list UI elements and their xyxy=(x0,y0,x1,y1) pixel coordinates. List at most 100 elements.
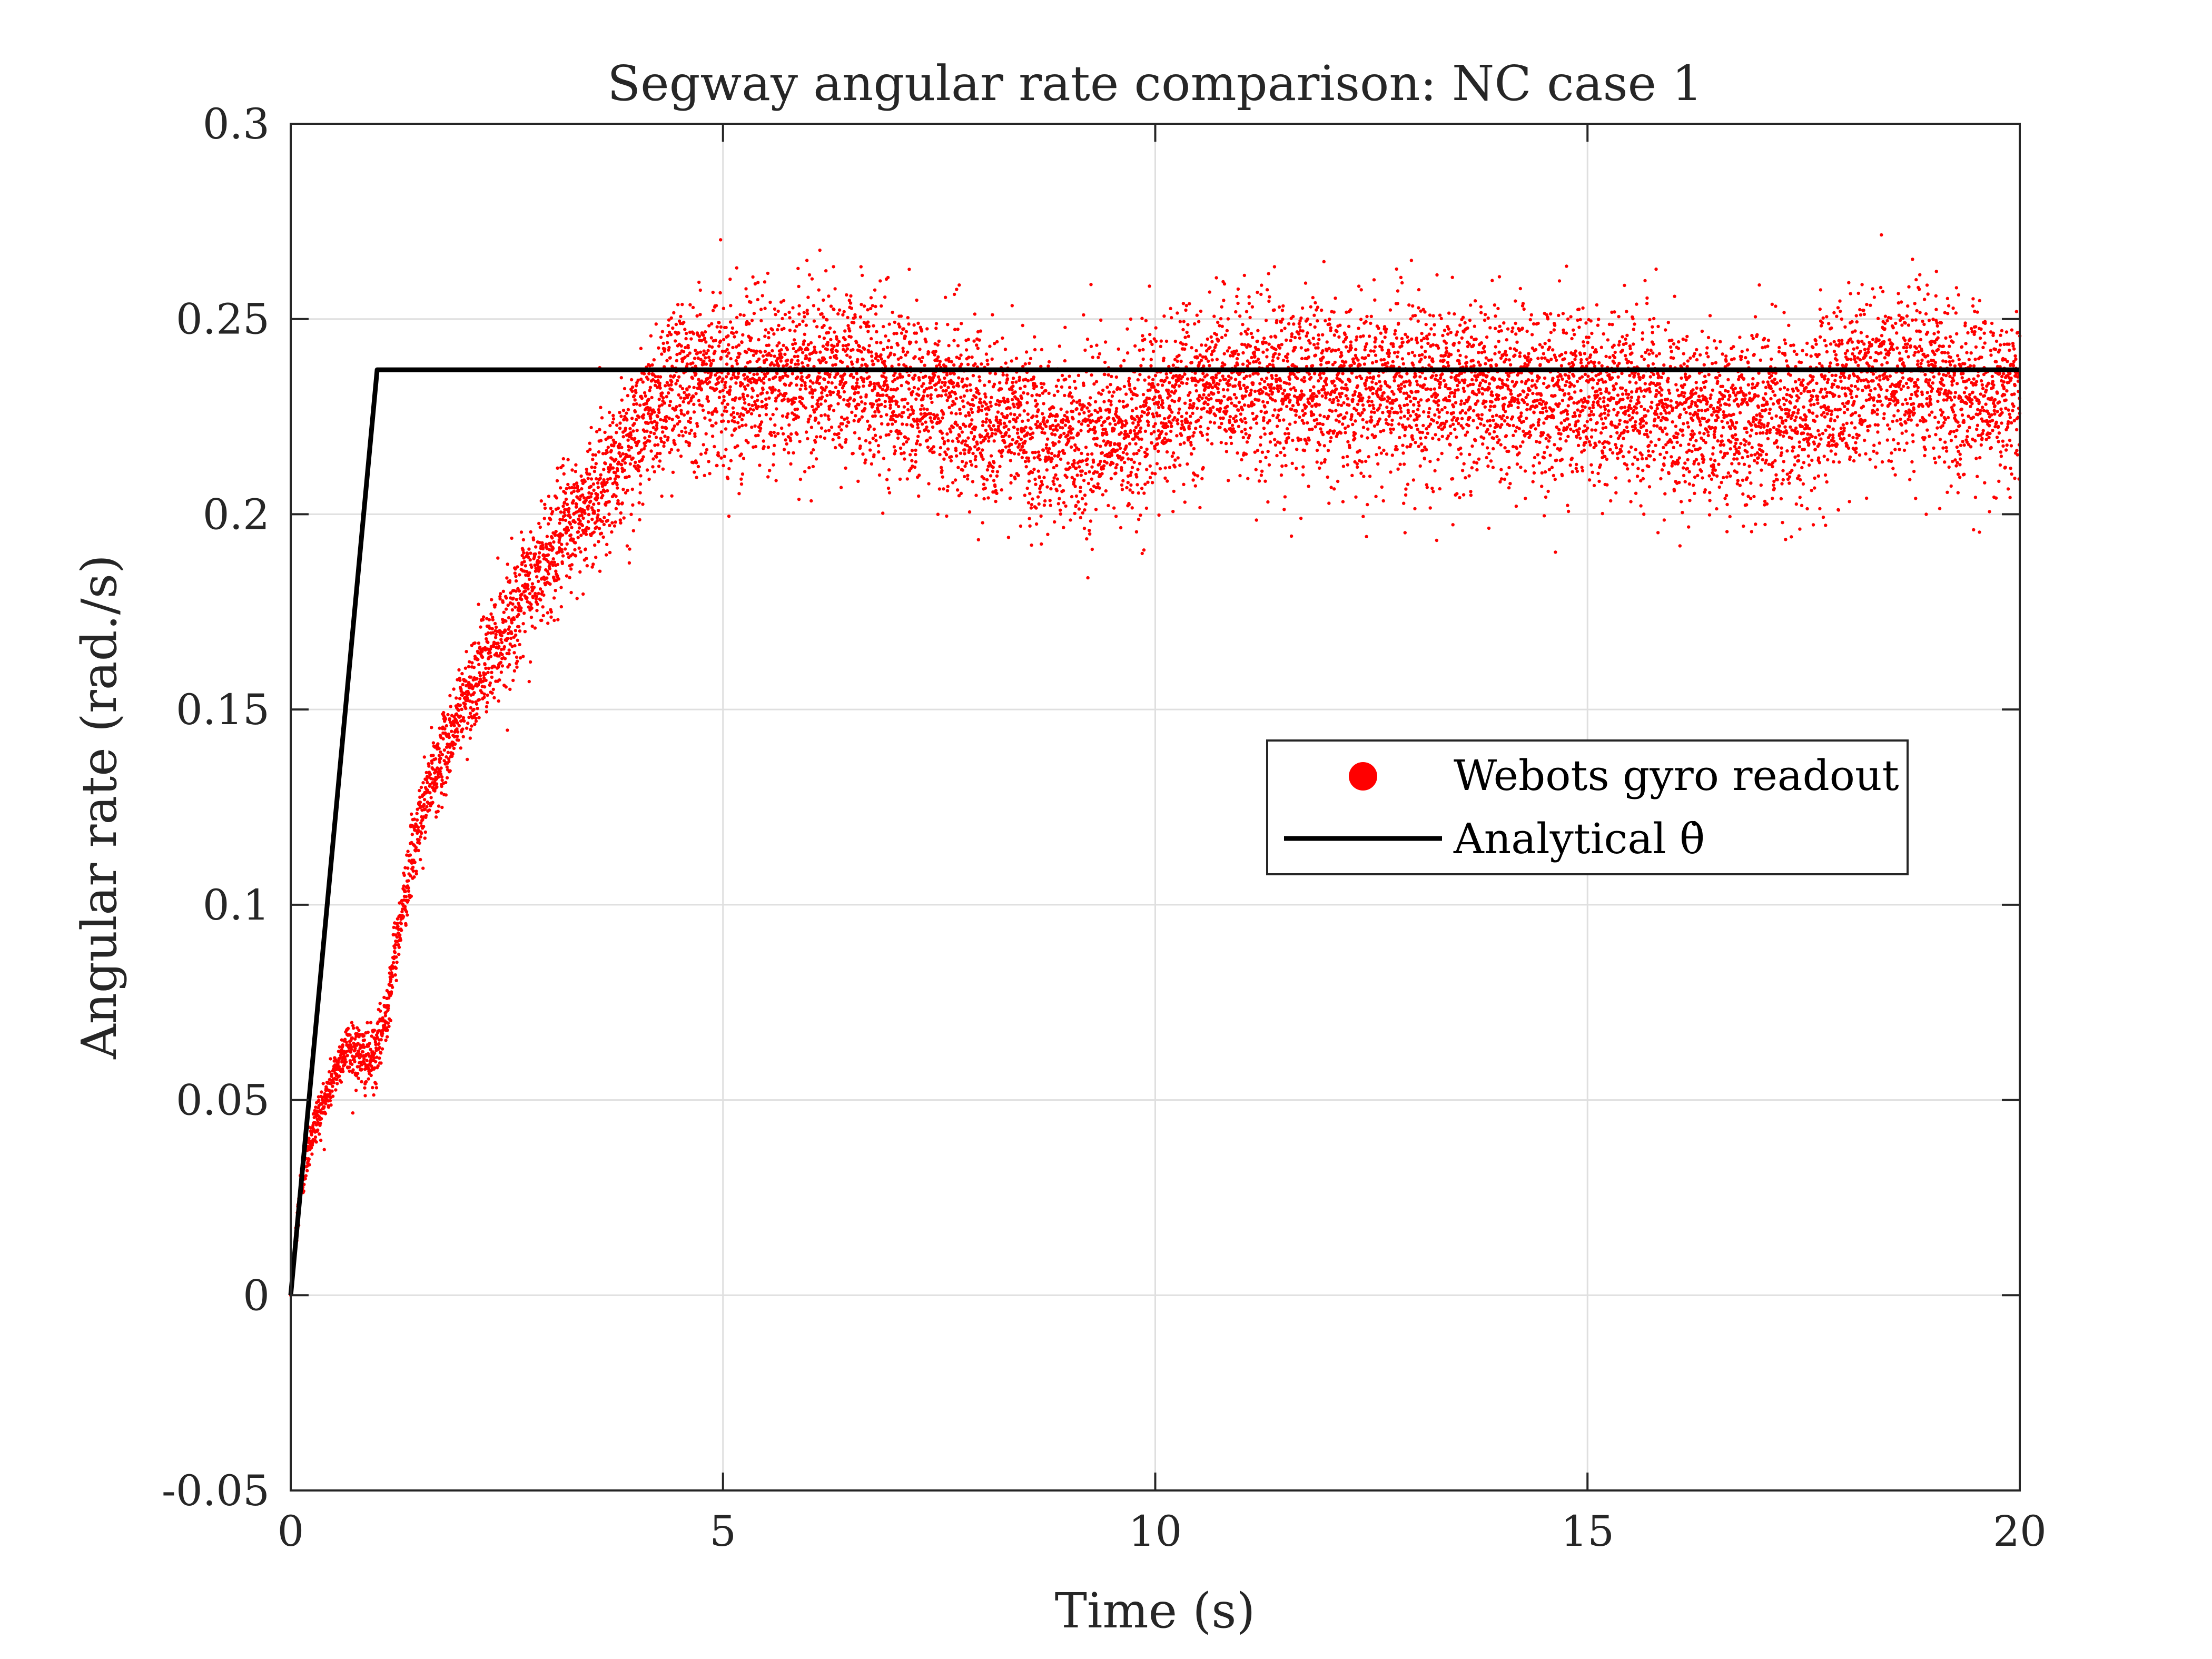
gyro-data-point xyxy=(782,299,786,303)
gyro-data-point xyxy=(951,439,955,443)
gyro-data-point xyxy=(941,380,944,384)
gyro-data-point xyxy=(802,311,806,314)
gyro-data-point xyxy=(1015,431,1020,435)
gyro-data-point xyxy=(683,355,687,359)
gyro-data-point xyxy=(759,308,763,311)
gyro-data-point xyxy=(729,459,733,462)
gyro-data-point xyxy=(926,446,930,449)
gyro-data-point xyxy=(721,389,725,392)
gyro-data-point xyxy=(682,413,686,417)
gyro-data-point xyxy=(804,430,808,434)
gyro-data-point xyxy=(1067,439,1071,443)
gyro-data-point xyxy=(730,433,734,437)
gyro-data-point xyxy=(815,435,818,439)
gyro-data-point xyxy=(742,413,745,417)
gyro-data-point xyxy=(825,393,829,398)
gyro-data-point xyxy=(914,452,917,457)
gyro-data-point xyxy=(914,397,918,401)
gyro-data-point xyxy=(1078,465,1081,469)
gyro-data-point xyxy=(562,510,566,515)
gyro-data-point xyxy=(490,627,494,631)
gyro-data-point xyxy=(1065,410,1069,414)
gyro-data-point xyxy=(704,362,708,366)
gyro-data-point xyxy=(1114,407,1119,410)
gyro-data-point xyxy=(611,421,615,424)
gyro-data-point xyxy=(953,392,957,396)
gyro-data-point xyxy=(323,1112,328,1115)
gyro-data-point xyxy=(456,735,459,738)
gyro-data-point xyxy=(823,388,827,392)
gyro-data-point xyxy=(386,1028,390,1032)
gyro-data-point xyxy=(954,397,959,401)
gyro-data-point xyxy=(882,324,885,329)
gyro-data-point xyxy=(1046,532,1050,536)
gyro-data-point xyxy=(1125,452,1129,456)
gyro-data-point xyxy=(1121,400,1125,403)
gyro-data-point xyxy=(1073,379,1077,383)
gyro-data-point xyxy=(322,1148,326,1151)
gyro-data-point xyxy=(1129,470,1133,474)
gyro-data-point xyxy=(807,466,811,470)
gyro-data-point xyxy=(367,1044,370,1048)
gyro-data-point xyxy=(723,455,726,458)
gyro-data-point xyxy=(575,502,578,506)
gyro-data-point xyxy=(932,450,936,454)
gyro-data-point xyxy=(560,561,565,566)
gyro-data-point xyxy=(669,448,674,451)
gyro-data-point xyxy=(360,1063,364,1066)
gyro-data-point xyxy=(614,495,618,498)
gyro-data-point xyxy=(1134,407,1138,410)
gyro-data-point xyxy=(816,404,820,409)
gyro-data-point xyxy=(561,554,565,558)
gyro-data-point xyxy=(1103,372,1107,377)
gyro-data-point xyxy=(802,339,806,343)
gyro-data-point xyxy=(406,898,410,902)
gyro-data-point xyxy=(768,417,773,421)
gyro-data-point xyxy=(511,602,515,606)
gyro-data-point xyxy=(1079,490,1082,493)
gyro-data-point xyxy=(595,519,599,523)
gyro-data-point xyxy=(1119,364,1123,368)
gyro-data-point xyxy=(1057,440,1061,444)
gyro-data-point xyxy=(814,351,818,354)
gyro-data-point xyxy=(506,562,509,566)
gyro-data-point xyxy=(465,726,469,730)
gyro-data-point xyxy=(387,1004,390,1008)
gyro-data-point xyxy=(942,440,946,443)
gyro-data-point xyxy=(487,618,491,621)
gyro-data-point xyxy=(992,479,996,482)
gyro-data-point xyxy=(478,645,482,649)
gyro-data-point xyxy=(473,641,477,645)
gyro-data-point xyxy=(692,386,696,389)
gyro-data-point xyxy=(552,560,556,564)
gyro-data-point xyxy=(806,295,810,299)
gyro-data-point xyxy=(1147,420,1150,424)
gyro-data-point xyxy=(549,507,553,510)
gyro-data-point xyxy=(1042,416,1046,420)
gyro-data-point xyxy=(804,406,808,410)
gyro-data-point xyxy=(1148,397,1151,400)
gyro-data-point xyxy=(521,622,525,626)
gyro-data-point xyxy=(863,402,867,406)
gyro-data-point xyxy=(891,395,895,399)
gyro-data-point xyxy=(678,384,682,388)
gyro-data-point xyxy=(738,396,742,400)
gyro-data-point xyxy=(767,378,772,381)
gyro-data-point xyxy=(424,814,428,817)
gyro-data-point xyxy=(846,343,851,347)
gyro-data-point xyxy=(814,440,817,444)
gyro-data-point xyxy=(522,611,526,615)
gyro-data-point xyxy=(975,343,979,347)
gyro-data-point xyxy=(719,355,723,360)
gyro-data-point xyxy=(998,403,1001,407)
gyro-data-point xyxy=(378,1002,382,1005)
gyro-data-point xyxy=(387,1006,390,1010)
gyro-data-point xyxy=(949,394,953,398)
gyro-data-point xyxy=(505,576,509,580)
gyro-data-point xyxy=(574,554,578,558)
gyro-data-point xyxy=(1059,433,1063,437)
gyro-data-point xyxy=(730,326,735,330)
gyro-data-point xyxy=(647,398,650,401)
gyro-data-point xyxy=(922,394,925,398)
gyro-data-point xyxy=(523,630,527,634)
